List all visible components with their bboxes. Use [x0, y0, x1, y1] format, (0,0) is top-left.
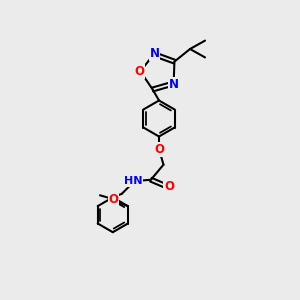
- Text: N: N: [169, 78, 179, 91]
- Text: O: O: [154, 142, 164, 156]
- Text: N: N: [149, 47, 160, 60]
- Text: O: O: [134, 65, 144, 78]
- Text: O: O: [164, 180, 174, 193]
- Text: O: O: [109, 193, 118, 206]
- Text: HN: HN: [124, 176, 142, 186]
